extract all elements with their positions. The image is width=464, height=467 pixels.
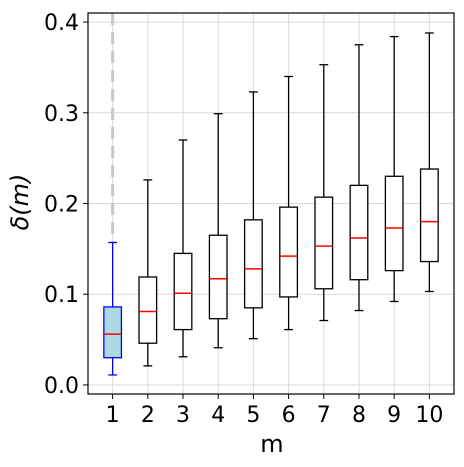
x-tick-label: 5 [246,403,260,428]
iqr-box [103,306,123,359]
y-tick-label: 0.4 [44,11,79,36]
iqr-box [349,184,369,281]
x-tick-label: 8 [352,403,366,428]
x-tick-label: 9 [387,403,401,428]
iqr-box [384,175,404,272]
box-plot-8 [349,44,369,312]
y-tick-label: 0.1 [44,283,79,308]
y-tick-label: 0.3 [44,102,79,127]
iqr-box [173,252,193,331]
x-tick-label: 10 [415,403,443,428]
iqr-box [243,219,263,309]
box-plot-5 [243,91,263,340]
box-plot-2 [138,179,158,367]
iqr-box [314,196,334,290]
box-plot-7 [314,64,334,322]
box-plot-4 [208,113,228,349]
iqr-box [419,168,439,263]
x-axis-label: m [260,430,283,458]
iqr-box [279,206,299,298]
box-plot-10 [419,32,439,293]
box-plot-3 [173,139,193,358]
x-tick-label: 2 [141,403,155,428]
x-tick-label: 4 [211,403,225,428]
box-plot-1 [103,241,123,376]
x-tick-label: 6 [282,403,296,428]
iqr-box [138,276,158,344]
iqr-box [208,234,228,320]
box-plot-9 [384,35,404,303]
y-tick-label: 0.2 [44,193,79,218]
x-tick-label: 1 [106,403,120,428]
y-tick-label: 0.0 [44,374,79,399]
box-plot-6 [279,75,299,331]
x-tick-label: 3 [176,403,190,428]
y-axis-label: δ(m) [6,174,34,231]
x-tick-label: 7 [317,403,331,428]
boxes-layer [103,32,439,376]
ticks-layer: 0.0 0.1 0.2 0.3 0.4 1 2 3 4 5 6 7 8 9 10 [44,11,443,428]
